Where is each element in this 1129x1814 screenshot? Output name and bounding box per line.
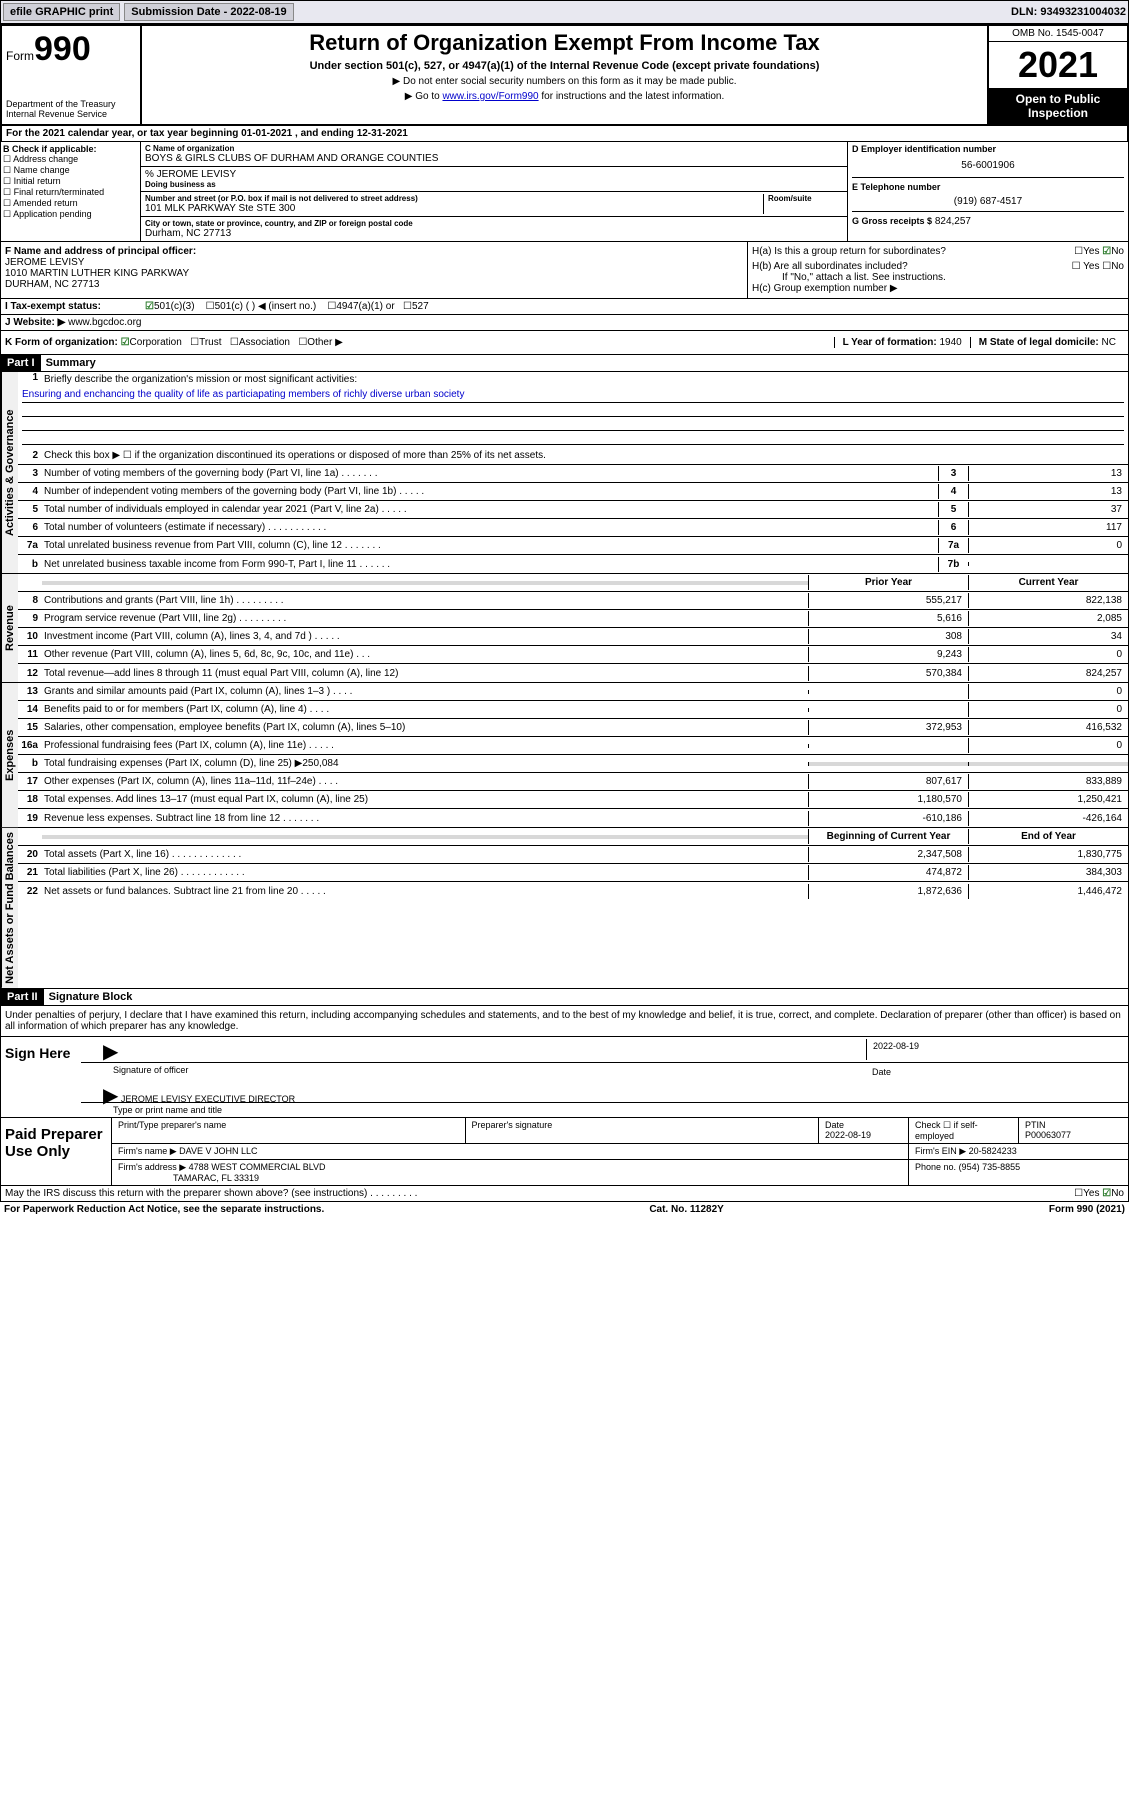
summary-line: 3Number of voting members of the governi… [18, 465, 1128, 483]
dln: DLN: 93493231004032 [1011, 6, 1126, 18]
dept-treasury: Department of the Treasury Internal Reve… [6, 99, 136, 119]
period-row: For the 2021 calendar year, or tax year … [0, 126, 1129, 142]
summary-line: 10Investment income (Part VIII, column (… [18, 628, 1128, 646]
summary-line: 21Total liabilities (Part X, line 26) . … [18, 864, 1128, 882]
summary-section: RevenuePrior YearCurrent Year8Contributi… [0, 574, 1129, 683]
cb-initial-return[interactable]: ☐ Initial return [3, 176, 138, 187]
ein: 56-6001906 [852, 154, 1124, 177]
summary-line: 20Total assets (Part X, line 16) . . . .… [18, 846, 1128, 864]
col-c-org-info: C Name of organization BOYS & GIRLS CLUB… [141, 142, 848, 241]
cb-address-change[interactable]: ☐ Address change [3, 154, 138, 165]
summary-section: Expenses13Grants and similar amounts pai… [0, 683, 1129, 828]
omb-number: OMB No. 1545-0047 [989, 26, 1127, 42]
cb-name-change[interactable]: ☐ Name change [3, 165, 138, 176]
section-vert-label: Expenses [1, 683, 18, 827]
website: www.bgcdoc.org [68, 317, 141, 328]
line-k: K Form of organization: ☑ Corporation ☐ … [0, 331, 1129, 355]
group-return: H(a) Is this a group return for subordin… [748, 242, 1128, 298]
line-i: I Tax-exempt status: ☑ 501(c)(3) ☐ 501(c… [0, 299, 1129, 315]
summary-line: 2Check this box ▶ ☐ if the organization … [18, 447, 1128, 465]
summary-line: 13Grants and similar amounts paid (Part … [18, 683, 1128, 701]
ssn-note: ▶ Do not enter social security numbers o… [146, 76, 983, 87]
col-d-ein: D Employer identification number 56-6001… [848, 142, 1128, 241]
summary-line: 4Number of independent voting members of… [18, 483, 1128, 501]
cb-501c3[interactable]: ☑ [145, 301, 154, 312]
section-vert-label: Net Assets or Fund Balances [1, 828, 18, 988]
section-vert-label: Revenue [1, 574, 18, 682]
cb-final-return[interactable]: ☐ Final return/terminated [3, 187, 138, 198]
year-box: OMB No. 1545-0047 2021 Open to Public In… [987, 26, 1127, 124]
form-id-box: Form990 Department of the Treasury Inter… [2, 26, 142, 124]
summary-line: 22Net assets or fund balances. Subtract … [18, 882, 1128, 900]
summary-line: bNet unrelated business taxable income f… [18, 555, 1128, 573]
summary-line: 1Briefly describe the organization's mis… [18, 372, 1128, 447]
gross-receipts: 824,257 [935, 216, 971, 227]
section-fh: F Name and address of principal officer:… [0, 242, 1129, 299]
part1-header: Part I Summary [0, 355, 1129, 372]
summary-line: 12Total revenue—add lines 8 through 11 (… [18, 664, 1128, 682]
summary-line: 14Benefits paid to or for members (Part … [18, 701, 1128, 719]
tax-year: 2021 [989, 42, 1127, 88]
summary-section: Activities & Governance1Briefly describe… [0, 372, 1129, 574]
paid-preparer-label: Paid Preparer Use Only [1, 1118, 111, 1185]
sign-here-label: Sign Here [1, 1037, 81, 1117]
line-j: J Website: ▶ www.bgcdoc.org [0, 315, 1129, 331]
summary-line: 7aTotal unrelated business revenue from … [18, 537, 1128, 555]
cb-app-pending[interactable]: ☐ Application pending [3, 209, 138, 220]
url-note: ▶ Go to www.irs.gov/Form990 for instruct… [146, 91, 983, 102]
summary-line: 8Contributions and grants (Part VIII, li… [18, 592, 1128, 610]
form-subtitle: Under section 501(c), 527, or 4947(a)(1)… [146, 60, 983, 72]
section-vert-label: Activities & Governance [1, 372, 18, 573]
irs-link[interactable]: www.irs.gov/Form990 [442, 91, 538, 102]
street-address: 101 MLK PARKWAY Ste STE 300 [145, 203, 763, 214]
form-header: Form990 Department of the Treasury Inter… [0, 24, 1129, 126]
org-name: BOYS & GIRLS CLUBS OF DURHAM AND ORANGE … [145, 153, 843, 164]
col-b-checkboxes: B Check if applicable: ☐ Address change … [1, 142, 141, 241]
summary-line: 5Total number of individuals employed in… [18, 501, 1128, 519]
care-of: % JEROME LEVISY [145, 169, 843, 180]
summary-line: 6Total number of volunteers (estimate if… [18, 519, 1128, 537]
perjury-declaration: Under penalties of perjury, I declare th… [1, 1006, 1128, 1036]
summary-line: 17Other expenses (Part IX, column (A), l… [18, 773, 1128, 791]
summary-line: 15Salaries, other compensation, employee… [18, 719, 1128, 737]
public-inspection: Open to Public Inspection [989, 88, 1127, 124]
signature-block: Under penalties of perjury, I declare th… [0, 1006, 1129, 1202]
summary-line: 9Program service revenue (Part VIII, lin… [18, 610, 1128, 628]
summary-section: Net Assets or Fund BalancesBeginning of … [0, 828, 1129, 989]
part2-header: Part II Signature Block [0, 989, 1129, 1006]
summary-line: 16aProfessional fundraising fees (Part I… [18, 737, 1128, 755]
submission-date: Submission Date - 2022-08-19 [124, 3, 293, 21]
phone: (919) 687-4517 [852, 192, 1124, 211]
summary-line: 11Other revenue (Part VIII, column (A), … [18, 646, 1128, 664]
page-footer: For Paperwork Reduction Act Notice, see … [0, 1202, 1129, 1217]
efile-label: efile GRAPHIC print [3, 3, 120, 21]
summary-line: 19Revenue less expenses. Subtract line 1… [18, 809, 1128, 827]
city-state-zip: Durham, NC 27713 [145, 228, 843, 239]
summary-line: 18Total expenses. Add lines 13–17 (must … [18, 791, 1128, 809]
cb-amended-return[interactable]: ☐ Amended return [3, 198, 138, 209]
principal-officer: F Name and address of principal officer:… [1, 242, 748, 298]
section-bcd: B Check if applicable: ☐ Address change … [0, 142, 1129, 242]
efile-header: efile GRAPHIC print Submission Date - 20… [0, 0, 1129, 24]
form-title-box: Return of Organization Exempt From Incom… [142, 26, 987, 124]
form-title: Return of Organization Exempt From Incom… [146, 30, 983, 56]
summary-line: bTotal fundraising expenses (Part IX, co… [18, 755, 1128, 773]
